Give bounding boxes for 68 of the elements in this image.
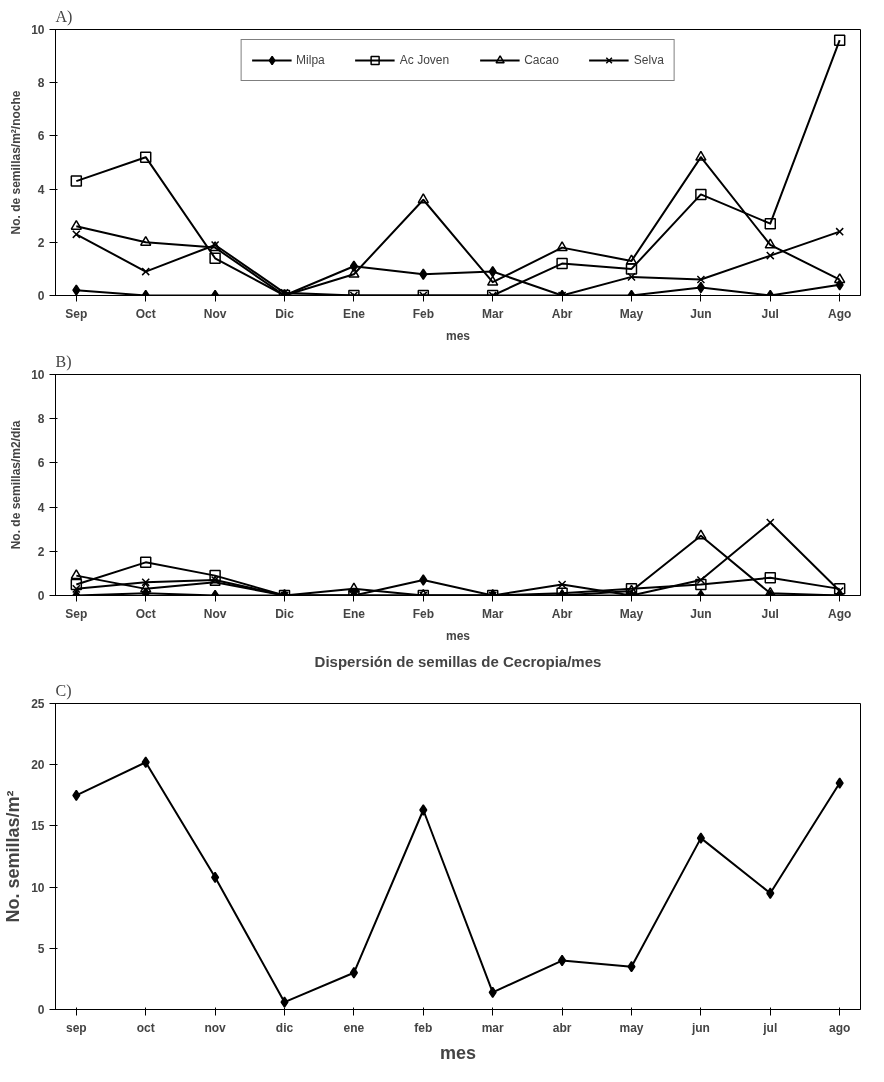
x-tick-label: jun <box>690 1020 710 1035</box>
y-tick-label: 2 <box>37 544 45 559</box>
chart-title: Dispersión de semillas de Cecropia/mes <box>314 652 602 670</box>
x-tick-label: Mar <box>482 306 504 321</box>
y-tick-label: 10 <box>31 880 45 895</box>
x-tick-label: Abr <box>551 306 573 321</box>
x-tick-label: Dic <box>275 306 295 321</box>
x-tick-label: Ago <box>828 606 852 621</box>
y-axis-title: No. semillas/m² <box>3 790 24 923</box>
x-tick-label: Oct <box>135 306 156 321</box>
x-tick-label: dic <box>275 1020 294 1035</box>
y-tick-label: 2 <box>37 235 45 250</box>
y-tick-label: 6 <box>37 129 45 144</box>
x-tick-label: abr <box>552 1020 572 1035</box>
y-tick-label: 4 <box>37 500 45 515</box>
x-tick-label: mar <box>481 1020 505 1035</box>
y-axis-title: No. de semillas/m²/noche <box>9 90 24 235</box>
y-tick-label: 6 <box>37 456 45 471</box>
x-tick-label: Nov <box>203 306 227 321</box>
x-tick-label: Abr <box>551 606 573 621</box>
y-tick-label: 10 <box>31 23 45 37</box>
x-tick-label: Nov <box>203 606 227 621</box>
x-tick-label: Jun <box>690 306 712 321</box>
y-tick-label: 20 <box>31 758 45 773</box>
legend-label: Milpa <box>296 53 325 67</box>
x-tick-label: Jul <box>761 306 779 321</box>
x-axis-title: mes <box>439 1042 477 1063</box>
x-axis-title: mes <box>445 328 471 343</box>
x-tick-label: Sep <box>65 606 88 621</box>
y-tick-label: 25 <box>31 697 45 711</box>
x-tick-label: may <box>619 1020 644 1035</box>
x-tick-label: Jul <box>761 606 779 621</box>
x-tick-label: ago <box>829 1020 851 1035</box>
y-tick-label: 8 <box>37 412 45 427</box>
x-tick-label: Dic <box>275 606 295 621</box>
x-tick-label: Feb <box>412 306 434 321</box>
legend-label: Selva <box>633 53 664 67</box>
x-tick-label: Sep <box>65 306 88 321</box>
x-tick-label: May <box>619 306 644 321</box>
x-tick-label: oct <box>136 1020 155 1035</box>
x-tick-label: sep <box>65 1020 87 1035</box>
y-tick-label: 0 <box>37 589 45 603</box>
y-tick-label: 5 <box>37 941 45 956</box>
x-tick-label: Feb <box>412 606 434 621</box>
x-tick-label: nov <box>204 1020 227 1035</box>
text: B) <box>55 352 72 371</box>
x-tick-label: May <box>619 606 644 621</box>
x-tick-label: Ene <box>342 606 366 621</box>
y-tick-label: 0 <box>37 289 45 303</box>
y-tick-label: 10 <box>31 368 45 382</box>
x-tick-label: jul <box>762 1020 778 1035</box>
legend-label: Cacao <box>524 53 559 67</box>
y-axis-title: No. de semillas/m2/día <box>9 420 24 550</box>
y-tick-label: 8 <box>37 76 45 91</box>
x-tick-label: Mar <box>482 606 504 621</box>
x-tick-label: Jun <box>690 606 712 621</box>
text: C) <box>55 681 72 700</box>
x-axis-title: mes <box>445 628 471 643</box>
x-tick-label: Oct <box>135 606 156 621</box>
y-tick-label: 4 <box>37 182 45 197</box>
x-tick-label: ene <box>343 1020 365 1035</box>
x-tick-label: Ene <box>342 306 366 321</box>
x-tick-label: Ago <box>828 306 852 321</box>
text: A) <box>55 7 73 26</box>
y-tick-label: 0 <box>37 1003 45 1017</box>
legend-label: Ac Joven <box>399 53 450 67</box>
x-tick-label: feb <box>414 1020 433 1035</box>
y-tick-label: 15 <box>31 819 45 834</box>
